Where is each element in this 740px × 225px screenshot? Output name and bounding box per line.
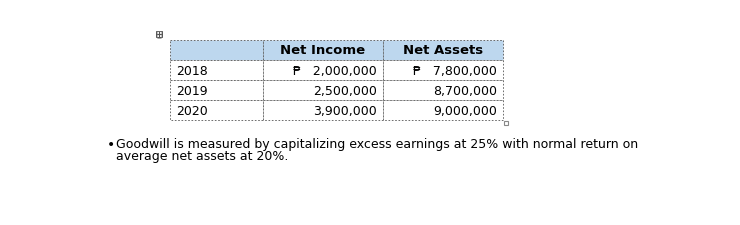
Text: Net Income: Net Income xyxy=(280,44,366,57)
Bar xyxy=(383,81,503,101)
Text: ⭙: ⭙ xyxy=(157,30,161,39)
Text: 3,900,000: 3,900,000 xyxy=(313,104,377,117)
Text: •: • xyxy=(107,137,115,151)
Bar xyxy=(263,61,383,81)
Text: Net Assets: Net Assets xyxy=(403,44,483,57)
Bar xyxy=(263,101,383,121)
Bar xyxy=(263,81,383,101)
Bar xyxy=(504,121,508,125)
Bar xyxy=(170,101,263,121)
Bar xyxy=(383,41,503,61)
Bar xyxy=(383,61,503,81)
Text: 9,000,000: 9,000,000 xyxy=(433,104,497,117)
Bar xyxy=(383,101,503,121)
Text: 8,700,000: 8,700,000 xyxy=(433,84,497,97)
Bar xyxy=(170,81,263,101)
Bar xyxy=(156,32,162,38)
Text: ₱   7,800,000: ₱ 7,800,000 xyxy=(413,64,497,77)
Text: 2019: 2019 xyxy=(176,84,208,97)
Text: ₱   2,000,000: ₱ 2,000,000 xyxy=(293,64,377,77)
Bar xyxy=(263,41,383,61)
Text: average net assets at 20%.: average net assets at 20%. xyxy=(115,150,288,163)
Text: 2020: 2020 xyxy=(176,104,208,117)
Text: 2,500,000: 2,500,000 xyxy=(313,84,377,97)
Bar xyxy=(170,61,263,81)
Text: Goodwill is measured by capitalizing excess earnings at 25% with normal return o: Goodwill is measured by capitalizing exc… xyxy=(115,137,638,150)
Bar xyxy=(170,41,263,61)
Text: 2018: 2018 xyxy=(176,64,208,77)
